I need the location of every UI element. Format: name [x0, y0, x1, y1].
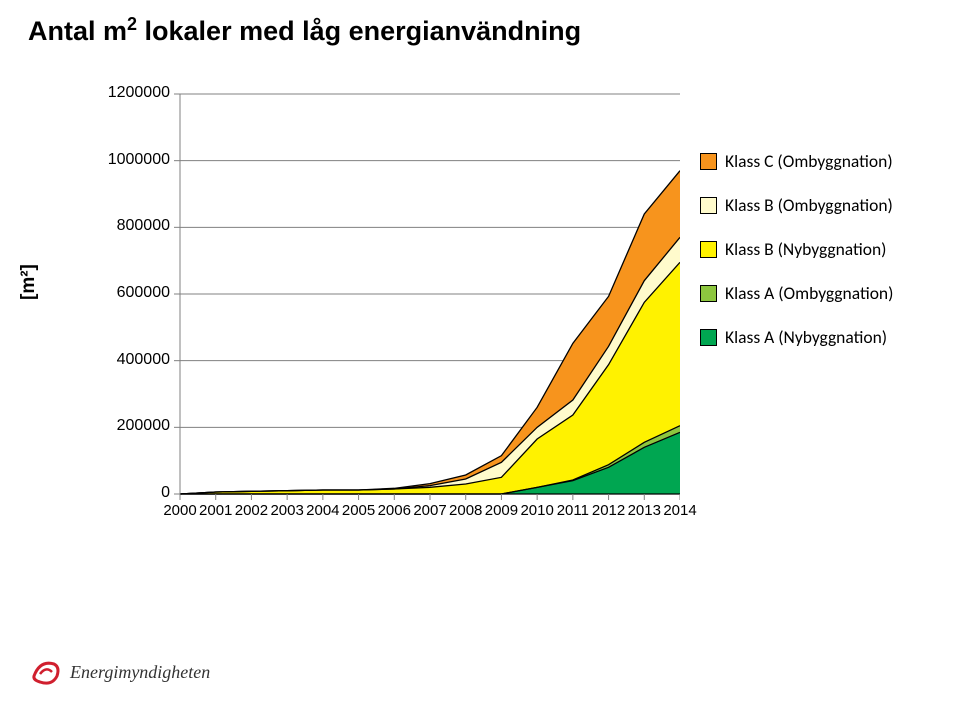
title-prefix: Antal m	[28, 16, 127, 46]
logo-text: Energimyndigheten	[70, 662, 210, 683]
chart-legend: Klass C (Ombyggnation) Klass B (Ombyggnat…	[700, 150, 950, 370]
chart-title: Antal m2 lokaler med låg energianvändnin…	[28, 14, 581, 47]
x-tick-label: 2013	[626, 502, 662, 519]
legend-item: Klass C (Ombyggnation)	[700, 150, 950, 172]
title-suffix: lokaler med låg energianvändning	[137, 16, 581, 46]
legend-item: Klass A (Nybyggnation)	[700, 326, 950, 348]
x-tick-label: 2003	[269, 502, 305, 519]
chart-svg	[80, 70, 680, 540]
x-tick-label: 2010	[519, 502, 555, 519]
x-tick-label: 2007	[412, 502, 448, 519]
y-tick-label: 1000000	[100, 151, 170, 169]
x-tick-label: 2001	[198, 502, 234, 519]
logo: Energimyndigheten	[28, 654, 210, 690]
legend-swatch-icon	[700, 329, 717, 346]
x-tick-label: 2011	[555, 502, 591, 519]
x-tick-label: 2005	[341, 502, 377, 519]
x-tick-label: 2002	[233, 502, 269, 519]
legend-item: Klass A (Ombyggnation)	[700, 282, 950, 304]
x-tick-label: 2012	[591, 502, 627, 519]
area-chart	[80, 70, 680, 540]
legend-swatch-icon	[700, 153, 717, 170]
legend-swatch-icon	[700, 197, 717, 214]
title-sup: 2	[127, 14, 137, 34]
y-axis-label: [m²]	[18, 264, 40, 300]
x-tick-label: 2009	[483, 502, 519, 519]
x-tick-label: 2000	[162, 502, 198, 519]
y-tick-label: 0	[100, 484, 170, 502]
x-tick-label: 2008	[448, 502, 484, 519]
y-tick-label: 200000	[100, 417, 170, 435]
legend-item: Klass B (Ombyggnation)	[700, 194, 950, 216]
legend-label: Klass A (Ombyggnation)	[725, 282, 893, 304]
legend-swatch-icon	[700, 241, 717, 258]
y-tick-label: 1200000	[100, 84, 170, 102]
x-tick-label: 2014	[662, 502, 698, 519]
legend-swatch-icon	[700, 285, 717, 302]
logo-mark-icon	[28, 654, 64, 690]
y-tick-label: 600000	[100, 284, 170, 302]
legend-label: Klass C (Ombyggnation)	[725, 150, 893, 172]
legend-item: Klass B (Nybyggnation)	[700, 238, 950, 260]
y-tick-label: 800000	[100, 217, 170, 235]
legend-label: Klass B (Ombyggnation)	[725, 194, 893, 216]
legend-label: Klass B (Nybyggnation)	[725, 238, 886, 260]
x-tick-label: 2004	[305, 502, 341, 519]
x-tick-label: 2006	[376, 502, 412, 519]
y-tick-label: 400000	[100, 351, 170, 369]
legend-label: Klass A (Nybyggnation)	[725, 326, 887, 348]
